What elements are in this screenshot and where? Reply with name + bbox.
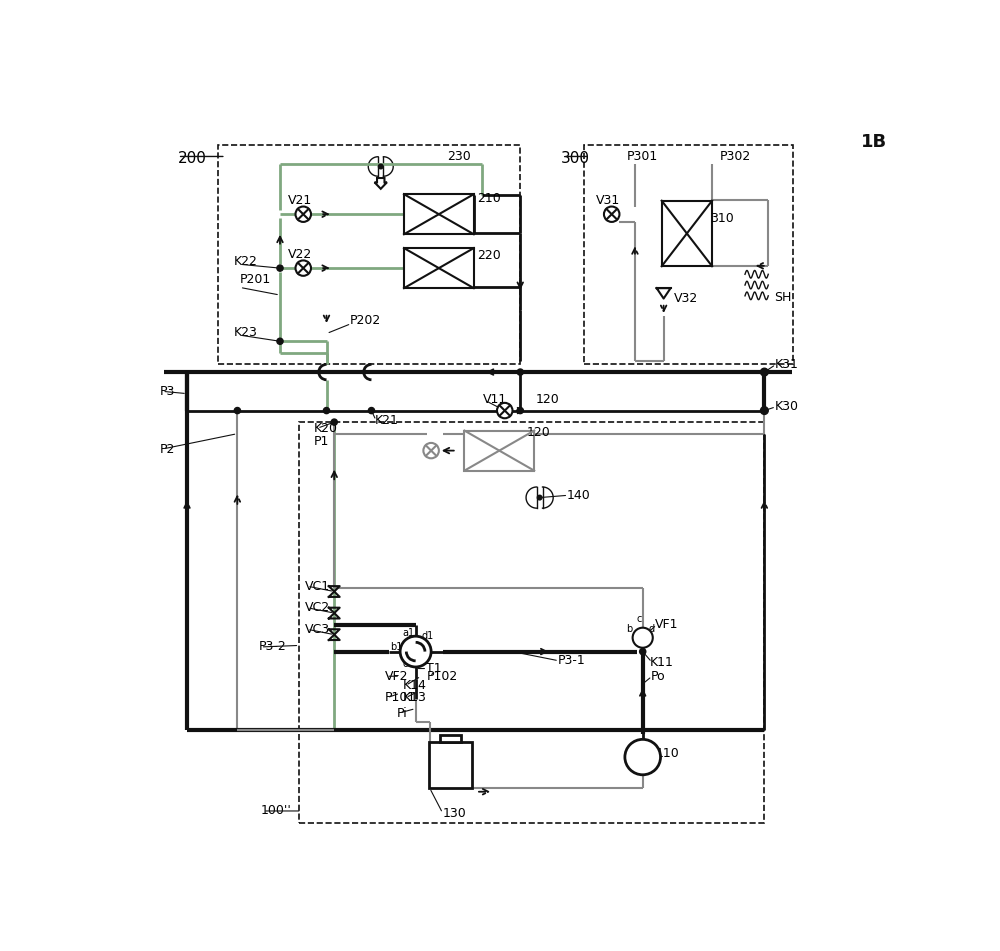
Text: 220: 220 bbox=[478, 248, 501, 262]
Text: P1: P1 bbox=[314, 435, 329, 448]
Text: SH: SH bbox=[774, 291, 792, 304]
Bar bbox=[429, 742, 472, 787]
Circle shape bbox=[517, 369, 523, 375]
Bar bbox=[464, 431, 534, 471]
Text: 130: 130 bbox=[443, 806, 466, 820]
Circle shape bbox=[277, 339, 283, 344]
Text: P2: P2 bbox=[160, 442, 175, 456]
Circle shape bbox=[761, 368, 768, 376]
FancyArrow shape bbox=[375, 178, 387, 189]
Text: K31: K31 bbox=[774, 358, 798, 371]
Circle shape bbox=[640, 649, 646, 654]
Text: 140: 140 bbox=[567, 489, 590, 502]
Circle shape bbox=[331, 419, 337, 425]
Circle shape bbox=[761, 407, 768, 415]
Text: P302: P302 bbox=[720, 150, 751, 163]
Circle shape bbox=[537, 495, 542, 500]
Circle shape bbox=[277, 265, 283, 271]
Text: VC1: VC1 bbox=[305, 579, 330, 592]
Bar bbox=[218, 145, 520, 364]
Circle shape bbox=[323, 407, 330, 414]
Text: 1B: 1B bbox=[861, 133, 887, 151]
Text: P201: P201 bbox=[240, 273, 271, 286]
Text: V22: V22 bbox=[288, 248, 312, 261]
Bar bbox=[440, 735, 461, 742]
Circle shape bbox=[368, 407, 375, 414]
Text: 310: 310 bbox=[710, 211, 734, 224]
Circle shape bbox=[633, 628, 653, 648]
Text: 230: 230 bbox=[447, 150, 470, 163]
Text: a: a bbox=[637, 634, 642, 644]
Bar bbox=[662, 201, 712, 266]
Text: b1: b1 bbox=[390, 642, 402, 652]
Bar bbox=[584, 145, 793, 364]
Circle shape bbox=[604, 206, 619, 222]
Text: P3-2: P3-2 bbox=[258, 640, 286, 653]
Circle shape bbox=[234, 407, 240, 414]
Circle shape bbox=[378, 165, 383, 168]
Text: T1: T1 bbox=[426, 662, 441, 675]
Text: d: d bbox=[649, 624, 655, 634]
Circle shape bbox=[400, 636, 431, 667]
Text: V32: V32 bbox=[674, 292, 698, 305]
Text: V21: V21 bbox=[288, 194, 312, 207]
Text: VC3: VC3 bbox=[305, 623, 330, 636]
Text: V11: V11 bbox=[483, 393, 507, 405]
Text: VC2: VC2 bbox=[305, 601, 330, 614]
Text: b: b bbox=[626, 624, 632, 634]
Text: K11: K11 bbox=[650, 656, 674, 669]
Text: VF2: VF2 bbox=[385, 670, 408, 683]
Bar bbox=[299, 422, 764, 823]
Text: 300: 300 bbox=[561, 151, 590, 166]
Text: Po: Po bbox=[650, 670, 665, 683]
Circle shape bbox=[517, 407, 523, 414]
Text: P202: P202 bbox=[350, 314, 381, 327]
Text: K22: K22 bbox=[234, 256, 257, 268]
Text: K21: K21 bbox=[375, 414, 398, 427]
Text: K23: K23 bbox=[234, 325, 257, 339]
Text: K30: K30 bbox=[774, 400, 798, 414]
Text: 100'': 100'' bbox=[261, 805, 292, 818]
Circle shape bbox=[423, 443, 439, 458]
Text: 200: 200 bbox=[178, 151, 207, 166]
Text: K20: K20 bbox=[314, 422, 338, 435]
Text: P101: P101 bbox=[385, 691, 416, 705]
Text: c: c bbox=[637, 614, 642, 624]
Text: K13: K13 bbox=[402, 691, 426, 705]
Text: a1: a1 bbox=[402, 628, 415, 638]
Circle shape bbox=[625, 739, 661, 775]
Text: d1: d1 bbox=[422, 631, 434, 641]
Bar bbox=[404, 194, 474, 234]
Text: P301: P301 bbox=[627, 150, 658, 163]
Bar bbox=[404, 248, 474, 288]
Text: Pi: Pi bbox=[396, 707, 407, 720]
Text: V31: V31 bbox=[596, 194, 620, 207]
Circle shape bbox=[497, 403, 512, 418]
Text: P3: P3 bbox=[160, 385, 175, 398]
Text: VF1: VF1 bbox=[655, 618, 679, 631]
Text: 120: 120 bbox=[536, 393, 560, 405]
Circle shape bbox=[296, 206, 311, 222]
Circle shape bbox=[296, 261, 311, 276]
Text: c1: c1 bbox=[402, 659, 414, 669]
Text: 120: 120 bbox=[526, 426, 550, 438]
Text: K14: K14 bbox=[402, 679, 426, 692]
Text: P102: P102 bbox=[427, 670, 458, 683]
Text: 110: 110 bbox=[656, 747, 680, 760]
Text: 210: 210 bbox=[478, 192, 501, 205]
Text: P3-1: P3-1 bbox=[557, 654, 585, 668]
